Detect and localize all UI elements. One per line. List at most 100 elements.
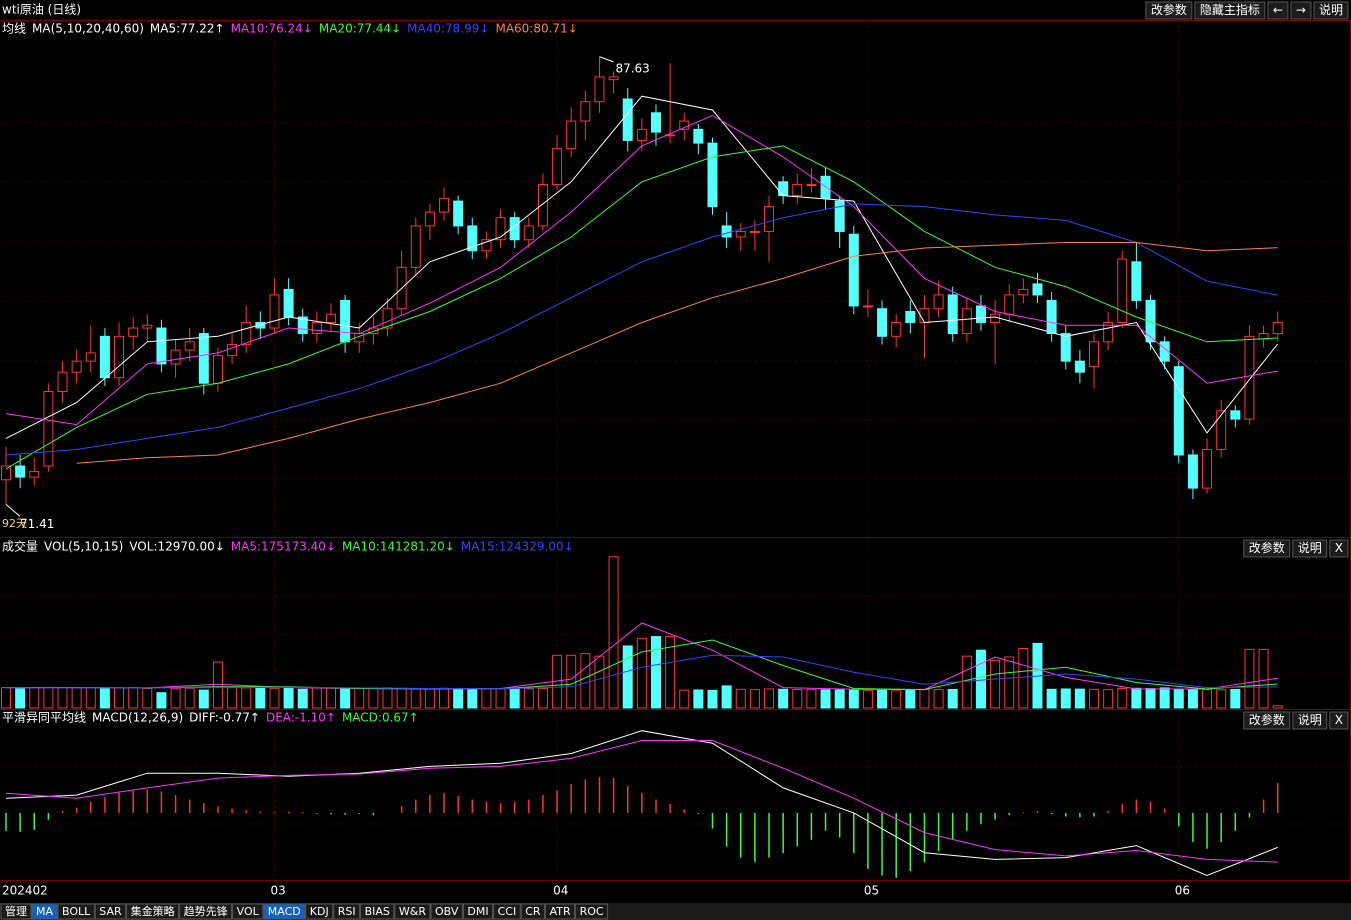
volume-bar (721, 685, 732, 709)
button-label[interactable]: X (1335, 713, 1343, 727)
legend-entry: MA10:76.24↓ (231, 22, 313, 36)
tab[interactable] (394, 903, 431, 920)
tab-label[interactable]: BIAS (365, 905, 390, 918)
volume-bar (566, 654, 577, 709)
tab[interactable] (232, 903, 264, 920)
tab[interactable] (520, 903, 546, 920)
candle-body (1187, 454, 1198, 489)
tab-label[interactable]: RSI (338, 905, 356, 918)
tab-label[interactable]: SAR (99, 905, 122, 918)
tab-label[interactable]: W&R (399, 905, 426, 918)
volume-bar (509, 688, 520, 709)
tab-label[interactable]: CR (525, 905, 541, 918)
candle-body (255, 322, 266, 329)
volume-bar (1060, 688, 1071, 709)
volume-bar (792, 688, 803, 709)
candle-body (1117, 258, 1128, 324)
button-label[interactable]: 改参数 (1249, 712, 1285, 727)
tab-label[interactable]: BOLL (62, 905, 91, 918)
candle-body (749, 230, 760, 233)
volume-bar (778, 688, 789, 709)
tab-label[interactable]: ATR (550, 905, 571, 918)
candle-body (283, 288, 294, 318)
volume-bar (198, 689, 209, 709)
button[interactable] (1194, 1, 1266, 20)
volume-bar (396, 687, 407, 709)
candle-body (410, 225, 421, 268)
grid (0, 122, 1350, 825)
volume-bar (636, 637, 647, 709)
candle-body (156, 327, 167, 365)
button[interactable] (1267, 1, 1289, 20)
button-label[interactable]: 说明 (1319, 2, 1343, 17)
button[interactable] (1145, 1, 1193, 20)
candle-body (834, 200, 845, 232)
button[interactable] (1290, 1, 1312, 20)
volume-bar (283, 687, 294, 709)
tab[interactable] (179, 903, 233, 920)
volume-bar (43, 686, 54, 709)
tab-label[interactable]: KDJ (310, 905, 329, 918)
tab[interactable] (430, 903, 463, 920)
tab[interactable] (360, 903, 395, 920)
volume-bar (57, 687, 68, 709)
tab[interactable] (333, 903, 361, 920)
candle-body (566, 120, 577, 150)
button[interactable] (1292, 539, 1328, 558)
volume-bar (919, 688, 930, 709)
button-label[interactable]: 说明 (1298, 540, 1322, 555)
tab[interactable] (493, 903, 521, 920)
tab-label[interactable]: DMI (467, 905, 488, 918)
tab[interactable] (31, 903, 58, 920)
tab[interactable] (545, 903, 576, 920)
candle-body (1018, 288, 1029, 296)
button-label[interactable]: 改参数 (1151, 2, 1187, 17)
candle-body (580, 101, 591, 122)
tab[interactable] (263, 903, 306, 920)
button-label[interactable]: → (1296, 3, 1306, 17)
tab-label[interactable]: 管理 (5, 904, 27, 918)
tab[interactable] (575, 903, 609, 920)
volume-bar (1272, 705, 1283, 709)
tab-label[interactable]: OBV (435, 905, 459, 918)
tab[interactable] (462, 903, 494, 920)
tab[interactable] (57, 903, 95, 920)
candle-body (650, 112, 661, 133)
candle-body (382, 308, 393, 329)
button-label[interactable]: 隐藏主指标 (1200, 2, 1260, 17)
button[interactable] (1313, 1, 1349, 20)
button-label[interactable]: 说明 (1298, 712, 1322, 727)
button[interactable] (1292, 711, 1328, 730)
legend-entry: MACD:0.67↑ (342, 711, 419, 725)
tab[interactable] (94, 903, 127, 920)
button[interactable] (1329, 539, 1349, 558)
tab-label[interactable]: 趋势先锋 (184, 905, 228, 918)
tab-label[interactable]: ROC (580, 905, 604, 918)
candle-body (269, 294, 280, 329)
candle-body (608, 76, 619, 81)
tab-label[interactable]: CCI (498, 905, 517, 918)
tab[interactable] (0, 903, 32, 920)
date-label: 03 (270, 884, 285, 898)
tab-label[interactable]: MA (36, 905, 53, 918)
volume-bar (1244, 648, 1255, 709)
button-label[interactable]: 改参数 (1249, 540, 1285, 555)
candle-body (467, 225, 478, 252)
volume-bar (679, 689, 690, 709)
button[interactable] (1329, 711, 1349, 730)
volume-bar (481, 688, 492, 709)
button-label[interactable]: X (1335, 541, 1343, 555)
tab-label[interactable]: 集金策略 (131, 904, 175, 918)
volume-bar (523, 688, 534, 709)
tab[interactable] (126, 903, 180, 920)
button[interactable] (1243, 539, 1291, 558)
tab-label[interactable]: MACD (268, 905, 301, 918)
volume-bar (735, 688, 746, 709)
candle-body (1145, 299, 1156, 343)
volume-bar (156, 692, 167, 709)
button-label[interactable]: ← (1273, 3, 1283, 17)
button[interactable] (1243, 711, 1291, 730)
volume-bar (340, 687, 351, 709)
tab-label[interactable]: VOL (237, 905, 260, 918)
tab[interactable] (305, 903, 334, 920)
